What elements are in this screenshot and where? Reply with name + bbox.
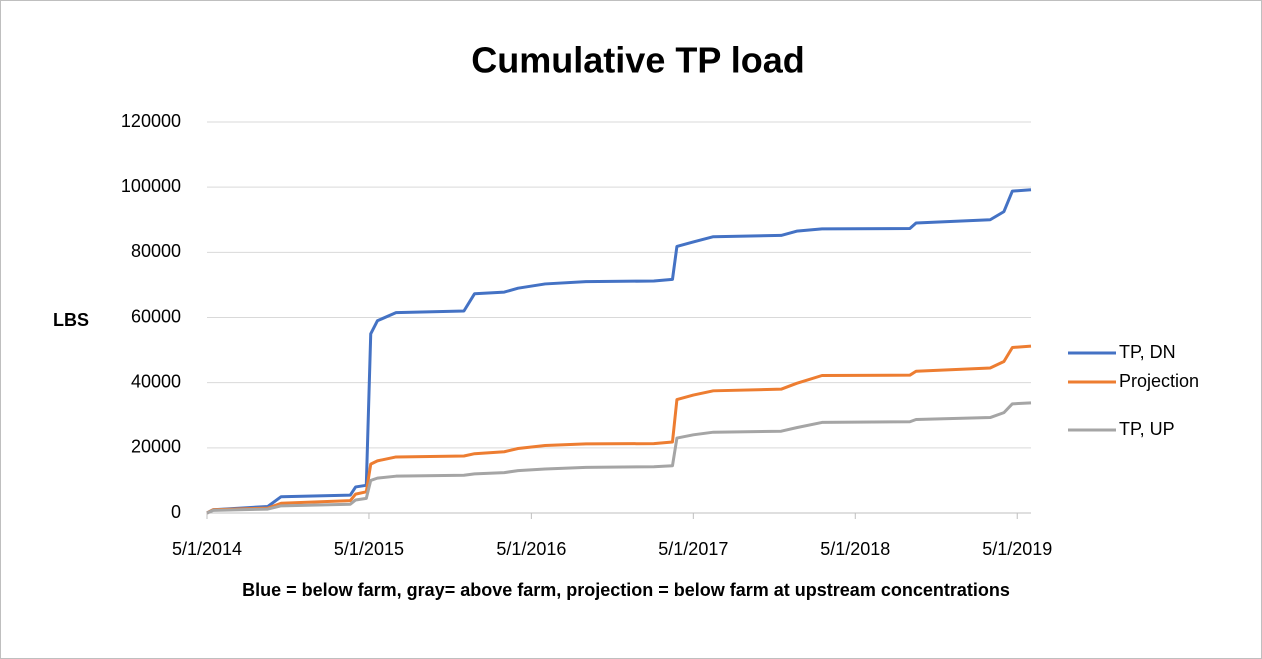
x-tick-label: 5/1/2017 — [658, 539, 728, 559]
y-tick-label: 20000 — [131, 437, 181, 457]
x-tick-label: 5/1/2014 — [172, 539, 242, 559]
x-tick-label: 5/1/2019 — [982, 539, 1052, 559]
y-axis-label: LBS — [53, 310, 89, 330]
series-line — [206, 188, 1032, 515]
x-tick-label: 5/1/2018 — [820, 539, 890, 559]
legend-label: TP, UP — [1119, 419, 1175, 439]
chart-title: Cumulative TP load — [471, 40, 804, 81]
y-tick-label: 100000 — [121, 176, 181, 196]
y-tick-label: 40000 — [131, 371, 181, 391]
y-tick-label: 80000 — [131, 241, 181, 261]
x-axis-label: Blue = below farm, gray= above farm, pro… — [242, 580, 1010, 600]
x-tick-label: 5/1/2016 — [496, 539, 566, 559]
series-line — [206, 401, 1032, 515]
series-line — [206, 344, 1032, 515]
y-tick-label: 0 — [171, 502, 181, 522]
legend-label: Projection — [1119, 371, 1199, 391]
legend-label: TP, DN — [1119, 342, 1176, 362]
x-tick-label: 5/1/2015 — [334, 539, 404, 559]
y-tick-label: 120000 — [121, 111, 181, 131]
y-tick-label: 60000 — [131, 306, 181, 326]
